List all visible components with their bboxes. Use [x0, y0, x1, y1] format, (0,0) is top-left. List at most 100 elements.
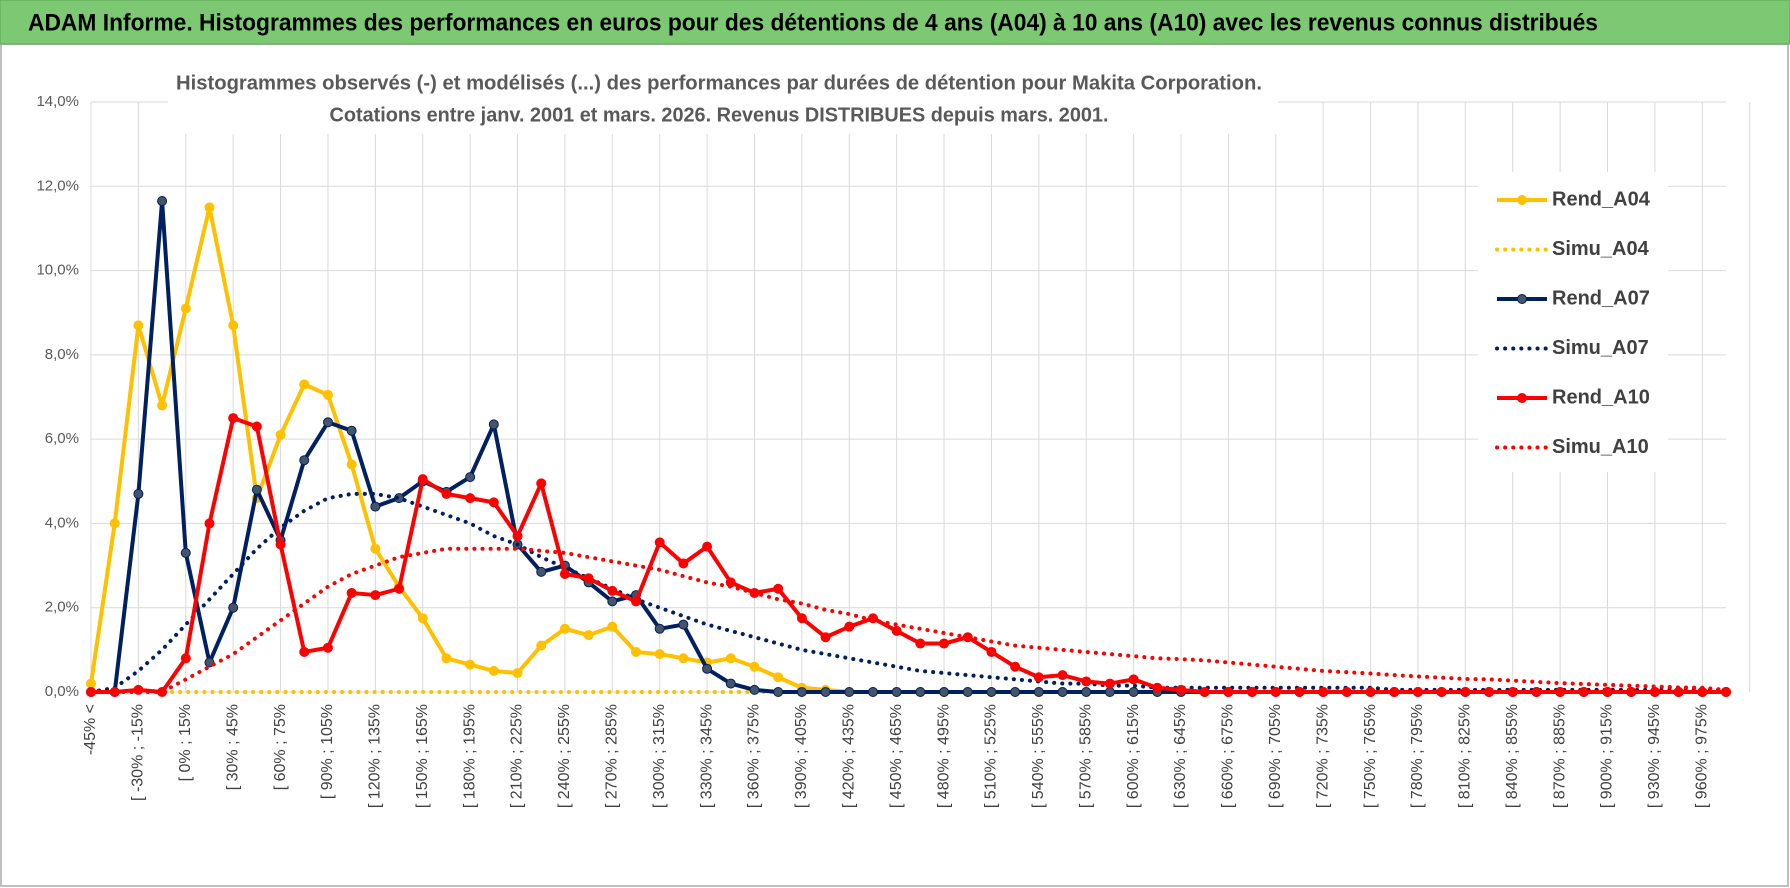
data-point — [157, 196, 168, 207]
data-point — [654, 649, 665, 660]
data-point — [654, 623, 665, 634]
y-tick-label: 4,0% — [45, 514, 79, 531]
data-point — [488, 419, 499, 430]
data-point — [1057, 687, 1068, 697]
data-point — [228, 320, 239, 331]
x-tick-label: [ 180% ; 195% — [461, 704, 478, 808]
data-point — [773, 672, 784, 683]
legend-label: Rend_A10 — [1552, 386, 1650, 408]
data-point — [844, 621, 855, 632]
data-point — [465, 493, 476, 504]
data-point — [157, 400, 168, 411]
data-point — [678, 653, 689, 664]
data-point — [1721, 687, 1731, 697]
data-point — [394, 583, 405, 594]
data-point — [1436, 687, 1447, 697]
data-point — [1010, 661, 1021, 672]
data-point — [512, 668, 523, 679]
x-tick-label: [ 420% ; 435% — [840, 704, 857, 808]
data-point — [1341, 687, 1352, 697]
data-point — [441, 488, 452, 499]
x-tick-label: [ 210% ; 225% — [509, 704, 526, 808]
legend-marker — [1517, 393, 1527, 403]
data-point — [465, 472, 476, 483]
data-point — [1626, 687, 1637, 697]
y-tick-label: 6,0% — [45, 430, 79, 447]
x-tick-label: [ 240% ; 255% — [556, 704, 573, 808]
legend-label: Simu_A10 — [1552, 436, 1649, 458]
data-point — [1033, 687, 1044, 697]
data-point — [1104, 678, 1115, 689]
data-point — [867, 687, 878, 697]
data-point — [441, 653, 452, 664]
data-point — [204, 518, 215, 529]
data-point — [417, 613, 428, 624]
data-point — [607, 621, 618, 632]
data-point — [1128, 674, 1139, 685]
data-point — [228, 602, 239, 613]
data-point — [251, 484, 262, 495]
data-point — [986, 687, 997, 697]
data-point — [986, 646, 997, 657]
legend-label: Rend_A07 — [1552, 287, 1650, 309]
x-tick-label: [ 540% ; 555% — [1030, 704, 1047, 808]
x-tick-label: [ 510% ; 525% — [983, 704, 1000, 808]
y-tick-label: 2,0% — [45, 599, 79, 616]
x-tick-label: [ 300% ; 315% — [651, 704, 668, 808]
x-tick-label: -45% < — [82, 704, 99, 755]
data-point — [346, 587, 357, 598]
data-point — [1389, 687, 1400, 697]
x-tick-label: [ 480% ; 495% — [935, 704, 952, 808]
data-point — [607, 596, 618, 607]
data-point — [465, 659, 476, 670]
y-tick-label: 10,0% — [36, 262, 79, 279]
data-point — [488, 497, 499, 508]
data-point — [631, 646, 641, 657]
data-point — [1176, 684, 1186, 695]
data-point — [133, 320, 144, 331]
data-point — [654, 537, 665, 548]
data-point — [370, 543, 381, 554]
data-point — [631, 596, 641, 607]
data-point — [796, 613, 807, 624]
data-point — [322, 417, 333, 428]
data-point — [583, 573, 594, 584]
data-point — [86, 678, 96, 689]
data-point — [559, 623, 570, 634]
x-tick-label: [ 630% ; 645% — [1172, 704, 1189, 808]
x-tick-label: [ 720% ; 735% — [1314, 704, 1331, 808]
data-point — [915, 687, 926, 697]
data-point — [725, 678, 736, 689]
data-point — [796, 687, 807, 697]
title-background — [168, 66, 1278, 134]
x-tick-label: [ 840% ; 855% — [1504, 704, 1521, 808]
data-point — [109, 518, 120, 529]
legend-label: Simu_A07 — [1552, 337, 1649, 359]
data-point — [512, 531, 523, 542]
data-point — [488, 665, 499, 676]
y-tick-label: 8,0% — [45, 346, 79, 363]
data-point — [939, 638, 950, 649]
x-tick-label: [ 120% ; 135% — [367, 704, 384, 808]
data-point — [1057, 670, 1068, 681]
data-point — [773, 583, 784, 594]
data-point — [1081, 676, 1092, 687]
legend-background — [1478, 172, 1668, 472]
x-tick-label: [ 900% ; 915% — [1599, 704, 1616, 808]
data-point — [536, 566, 547, 577]
data-point — [1412, 687, 1423, 697]
series-line — [89, 491, 1728, 694]
x-tick-label: [ 600% ; 615% — [1125, 704, 1142, 808]
legend-marker — [1517, 294, 1527, 304]
header-title: ADAM Informe. Histogrammes des performan… — [28, 9, 1598, 36]
x-tick-label: [ 60% ; 75% — [272, 704, 289, 790]
x-tick-label: [ 270% ; 285% — [604, 704, 621, 808]
data-point — [583, 630, 594, 641]
data-point — [891, 687, 902, 697]
data-point — [322, 389, 333, 400]
data-point — [939, 687, 950, 697]
data-point — [1010, 687, 1021, 697]
data-point — [346, 425, 357, 436]
data-point — [1104, 687, 1115, 697]
data-point — [180, 547, 191, 558]
